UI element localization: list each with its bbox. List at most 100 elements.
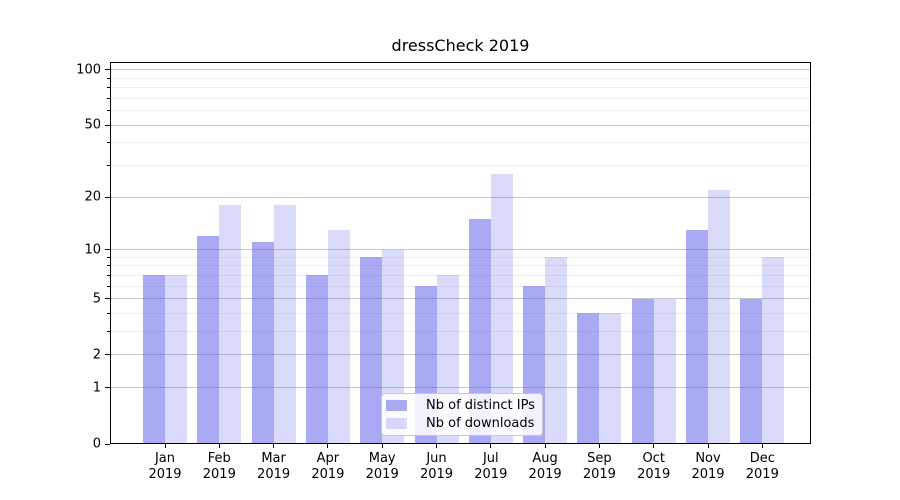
bar-distinct-ips-feb — [197, 235, 220, 444]
y-tick-label: 2 — [92, 347, 101, 363]
gridline-minor — [111, 97, 810, 99]
x-tick-label-mar: Mar 2019 — [257, 451, 291, 482]
y-tick-label: 5 — [92, 291, 101, 307]
x-tick — [761, 444, 763, 448]
bar-distinct-ips-apr — [305, 275, 328, 444]
bar-distinct-ips-oct — [631, 298, 654, 444]
gridline-major — [111, 354, 810, 356]
x-tick-label-jun: Jun 2019 — [419, 451, 454, 482]
x-tick — [490, 444, 492, 448]
x-tick-label-aug: Aug 2019 — [528, 451, 562, 482]
y-minor-tick — [107, 97, 110, 99]
y-minor-tick — [107, 274, 110, 276]
bar-downloads-apr — [327, 229, 350, 444]
x-tick-label-apr: Apr 2019 — [311, 451, 345, 482]
x-tick-label-jan: Jan 2019 — [148, 451, 182, 482]
y-tick-label: 100 — [76, 62, 101, 78]
x-tick-label-feb: Feb 2019 — [202, 451, 236, 482]
gridline-major — [111, 298, 810, 300]
y-minor-tick — [107, 312, 110, 314]
y-tick-label: 50 — [84, 117, 101, 133]
x-tick — [327, 444, 329, 448]
y-minor-tick — [107, 142, 110, 144]
gridline-minor — [111, 274, 810, 276]
gridline-major — [111, 249, 810, 250]
x-tick — [544, 444, 546, 448]
gridline-minor — [111, 164, 810, 166]
y-tick-label: 20 — [84, 189, 101, 205]
y-minor-tick — [107, 331, 110, 333]
x-tick — [218, 444, 220, 448]
gridline-major — [111, 387, 810, 389]
gridline-minor — [111, 110, 810, 112]
legend-label-distinct-ips: Nb of distinct IPs — [426, 398, 535, 414]
bar-distinct-ips-mar — [251, 242, 274, 444]
x-tick-label-jul: Jul 2019 — [474, 451, 508, 482]
gridline-minor — [111, 265, 810, 267]
legend: Nb of distinct IPs Nb of downloads — [381, 393, 543, 436]
x-tick-label-oct: Oct 2019 — [637, 451, 671, 482]
y-tick-label: 0 — [92, 436, 101, 452]
x-tick-label-dec: Dec 2019 — [745, 451, 779, 482]
gridline-major — [111, 124, 810, 126]
legend-item-downloads: Nb of downloads — [386, 415, 538, 432]
y-minor-tick — [107, 256, 110, 258]
gridline-major — [111, 69, 810, 71]
x-tick — [707, 444, 709, 448]
y-tick — [105, 298, 110, 300]
x-tick — [653, 444, 655, 448]
bar-distinct-ips-jan — [143, 275, 165, 444]
y-tick — [105, 354, 110, 356]
bar-distinct-ips-sep — [577, 313, 600, 444]
y-minor-tick — [107, 110, 110, 112]
x-tick — [436, 444, 437, 448]
bar-downloads-nov — [708, 189, 730, 444]
y-tick — [105, 196, 110, 198]
y-minor-tick — [107, 77, 110, 79]
bar-downloads-feb — [219, 205, 242, 444]
gridline-minor — [111, 285, 810, 287]
y-tick — [105, 124, 110, 126]
legend-label-downloads: Nb of downloads — [426, 415, 535, 431]
bar-distinct-ips-nov — [686, 229, 708, 444]
x-tick-label-nov: Nov 2019 — [691, 451, 725, 482]
gridline-minor — [111, 77, 810, 79]
bar-distinct-ips-dec — [740, 298, 763, 444]
bar-distinct-ips-jul — [468, 219, 491, 444]
y-tick — [105, 387, 110, 389]
x-tick — [598, 444, 600, 448]
gridline-minor — [111, 331, 810, 333]
bar-distinct-ips-may — [360, 257, 383, 444]
chart-title: dressCheck 2019 — [391, 36, 530, 55]
bar-downloads-dec — [762, 257, 785, 444]
gridline-major — [111, 196, 810, 198]
gridline-minor — [111, 312, 810, 314]
gridline-minor — [111, 256, 810, 258]
bar-downloads-oct — [653, 298, 676, 444]
y-tick — [105, 443, 110, 445]
bar-downloads-jul — [490, 173, 513, 444]
x-tick — [273, 444, 275, 448]
x-tick — [381, 444, 383, 448]
x-tick-label-may: May 2019 — [365, 451, 399, 482]
y-tick-label: 10 — [84, 242, 101, 257]
y-minor-tick — [107, 285, 110, 287]
x-tick — [164, 444, 166, 448]
bar-downloads-jan — [165, 275, 187, 444]
legend-item-distinct-ips: Nb of distinct IPs — [386, 397, 538, 414]
legend-swatch-distinct-ips — [386, 400, 407, 412]
y-minor-tick — [107, 87, 110, 89]
y-tick-label: 1 — [92, 380, 101, 396]
gridline-minor — [111, 142, 810, 144]
x-tick-label-sep: Sep 2019 — [582, 451, 616, 482]
bar-downloads-sep — [599, 313, 622, 444]
y-tick — [105, 69, 110, 71]
gridline-minor — [111, 87, 810, 89]
y-minor-tick — [107, 265, 110, 267]
y-tick — [105, 249, 110, 250]
legend-swatch-downloads — [386, 417, 407, 429]
bar-downloads-mar — [273, 205, 296, 444]
y-minor-tick — [107, 164, 110, 166]
bar-downloads-aug — [545, 257, 568, 444]
